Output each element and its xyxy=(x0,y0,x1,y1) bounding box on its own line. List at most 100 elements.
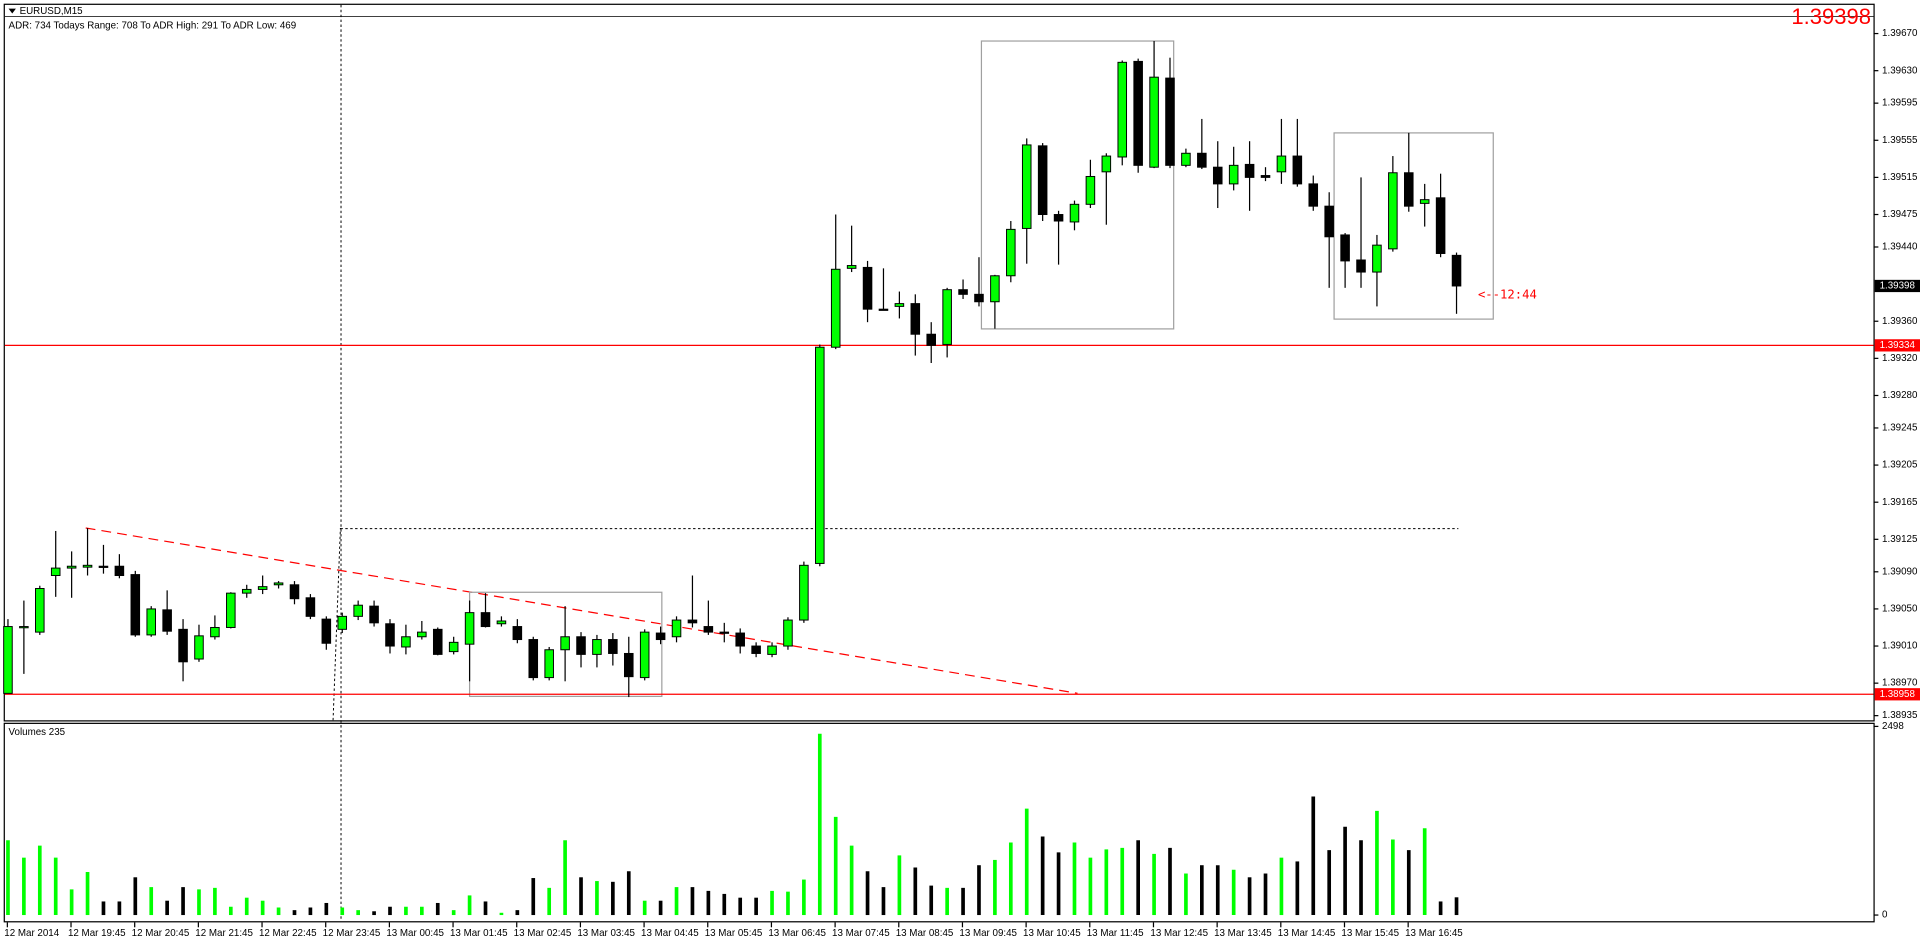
candle-body xyxy=(178,628,188,663)
y-tick-label: 1.39475 xyxy=(1882,209,1918,220)
candle-body xyxy=(130,574,141,636)
x-tick-label: 12 Mar 22:45 xyxy=(259,928,317,939)
range-box[interactable] xyxy=(1333,132,1494,320)
candle-body xyxy=(1419,199,1430,204)
current-price-box xyxy=(1874,279,1920,293)
price-label-box xyxy=(1874,339,1920,352)
candle-body xyxy=(1197,152,1207,168)
candle-body xyxy=(1006,228,1016,277)
candle-body xyxy=(894,303,905,307)
candle-body xyxy=(1244,163,1255,178)
volume-y-tick-label: 0 xyxy=(1882,910,1888,921)
candle-body xyxy=(1356,259,1366,273)
candle-body xyxy=(210,626,220,638)
price-label-box xyxy=(1874,688,1920,701)
candle-body xyxy=(146,608,156,636)
candle-body xyxy=(878,308,889,311)
x-tick-label: 13 Mar 09:45 xyxy=(959,928,1017,939)
x-tick-label: 12 Mar 21:45 xyxy=(195,928,253,939)
x-tick-label: 13 Mar 16:45 xyxy=(1405,928,1463,939)
candle-body xyxy=(1037,145,1048,216)
candle-body xyxy=(544,649,554,679)
current-price-label: 1.39398 xyxy=(1880,281,1916,292)
y-tick-label: 1.39320 xyxy=(1882,353,1918,364)
candle-body xyxy=(958,289,968,295)
candle-body xyxy=(576,636,586,655)
candle-body xyxy=(1181,152,1191,166)
candle-body xyxy=(305,597,316,617)
volume-pane-frame xyxy=(3,722,1875,923)
candle-body xyxy=(751,645,761,654)
x-tick-label: 12 Mar 2014 xyxy=(4,928,59,939)
candle-body xyxy=(719,631,730,634)
y-tick-label: 1.39090 xyxy=(1882,566,1918,577)
x-tick-label: 13 Mar 10:45 xyxy=(1023,928,1081,939)
menu-arrow[interactable] xyxy=(8,8,16,14)
x-tick-label: 13 Mar 00:45 xyxy=(386,928,444,939)
price-label: 1.38958 xyxy=(1880,689,1916,700)
candle-body xyxy=(990,275,1000,303)
trend-line[interactable] xyxy=(85,527,1078,694)
candle-body xyxy=(1117,61,1128,158)
candle-body xyxy=(417,631,427,638)
y-tick-label: 1.39010 xyxy=(1882,641,1918,652)
candle-body xyxy=(942,289,952,345)
y-tick-label: 1.39630 xyxy=(1882,65,1918,76)
price-label: 1.39334 xyxy=(1880,340,1916,351)
volume-title: Volumes 235 xyxy=(9,727,66,738)
candle-body xyxy=(846,265,857,269)
candle-body xyxy=(1085,175,1096,205)
candle-body xyxy=(655,632,666,641)
candle-body xyxy=(1053,214,1064,222)
range-box[interactable] xyxy=(980,40,1175,330)
x-tick-label: 13 Mar 07:45 xyxy=(832,928,890,939)
candle-body xyxy=(1324,205,1334,238)
candle-body xyxy=(830,268,841,348)
candle-body xyxy=(799,564,809,621)
y-tick-label: 1.39125 xyxy=(1882,534,1918,545)
candle-body xyxy=(910,303,921,335)
candle-body xyxy=(1069,203,1080,223)
candle-body xyxy=(624,652,634,678)
x-tick-label: 12 Mar 19:45 xyxy=(68,928,126,939)
x-tick-label: 13 Mar 13:45 xyxy=(1214,928,1272,939)
candle-body xyxy=(162,609,172,632)
candle-body xyxy=(1340,234,1350,262)
y-tick-label: 1.39245 xyxy=(1882,423,1918,434)
candle-body xyxy=(464,612,475,645)
candle-body xyxy=(1292,155,1303,185)
current-price: 1.39398 xyxy=(1791,4,1871,29)
x-tick-label: 13 Mar 15:45 xyxy=(1341,928,1399,939)
candle-body xyxy=(1388,172,1398,250)
candle-body xyxy=(783,619,793,647)
candle-body xyxy=(353,604,363,617)
x-tick-label: 13 Mar 14:45 xyxy=(1278,928,1336,939)
x-tick-label: 13 Mar 12:45 xyxy=(1150,928,1208,939)
y-tick-label: 1.39515 xyxy=(1882,172,1918,183)
x-tick-label: 13 Mar 01:45 xyxy=(450,928,508,939)
candle-body xyxy=(1372,244,1382,273)
y-tick-label: 1.39280 xyxy=(1882,390,1918,401)
candle-body xyxy=(1404,172,1414,207)
candle-body xyxy=(480,612,491,628)
candle-body xyxy=(703,626,714,633)
candle-body xyxy=(815,346,825,564)
candle-body xyxy=(82,564,93,568)
candle-body xyxy=(50,567,61,577)
candle-body xyxy=(337,615,348,630)
candle-body xyxy=(1276,155,1287,173)
time-annotation: <--12:44 xyxy=(1478,288,1537,302)
y-tick-label: 1.39595 xyxy=(1882,98,1918,109)
x-tick-label: 13 Mar 08:45 xyxy=(896,928,954,939)
candle-body xyxy=(35,588,45,633)
candle-body xyxy=(289,584,300,600)
volume-y-tick-label: 2498 xyxy=(1882,721,1904,732)
y-tick-label: 1.39440 xyxy=(1882,242,1918,253)
candle-body xyxy=(512,626,523,641)
candle-body xyxy=(385,623,395,647)
y-tick-label: 1.39555 xyxy=(1882,135,1918,146)
x-tick-label: 13 Mar 03:45 xyxy=(577,928,635,939)
candle-body xyxy=(321,618,332,644)
